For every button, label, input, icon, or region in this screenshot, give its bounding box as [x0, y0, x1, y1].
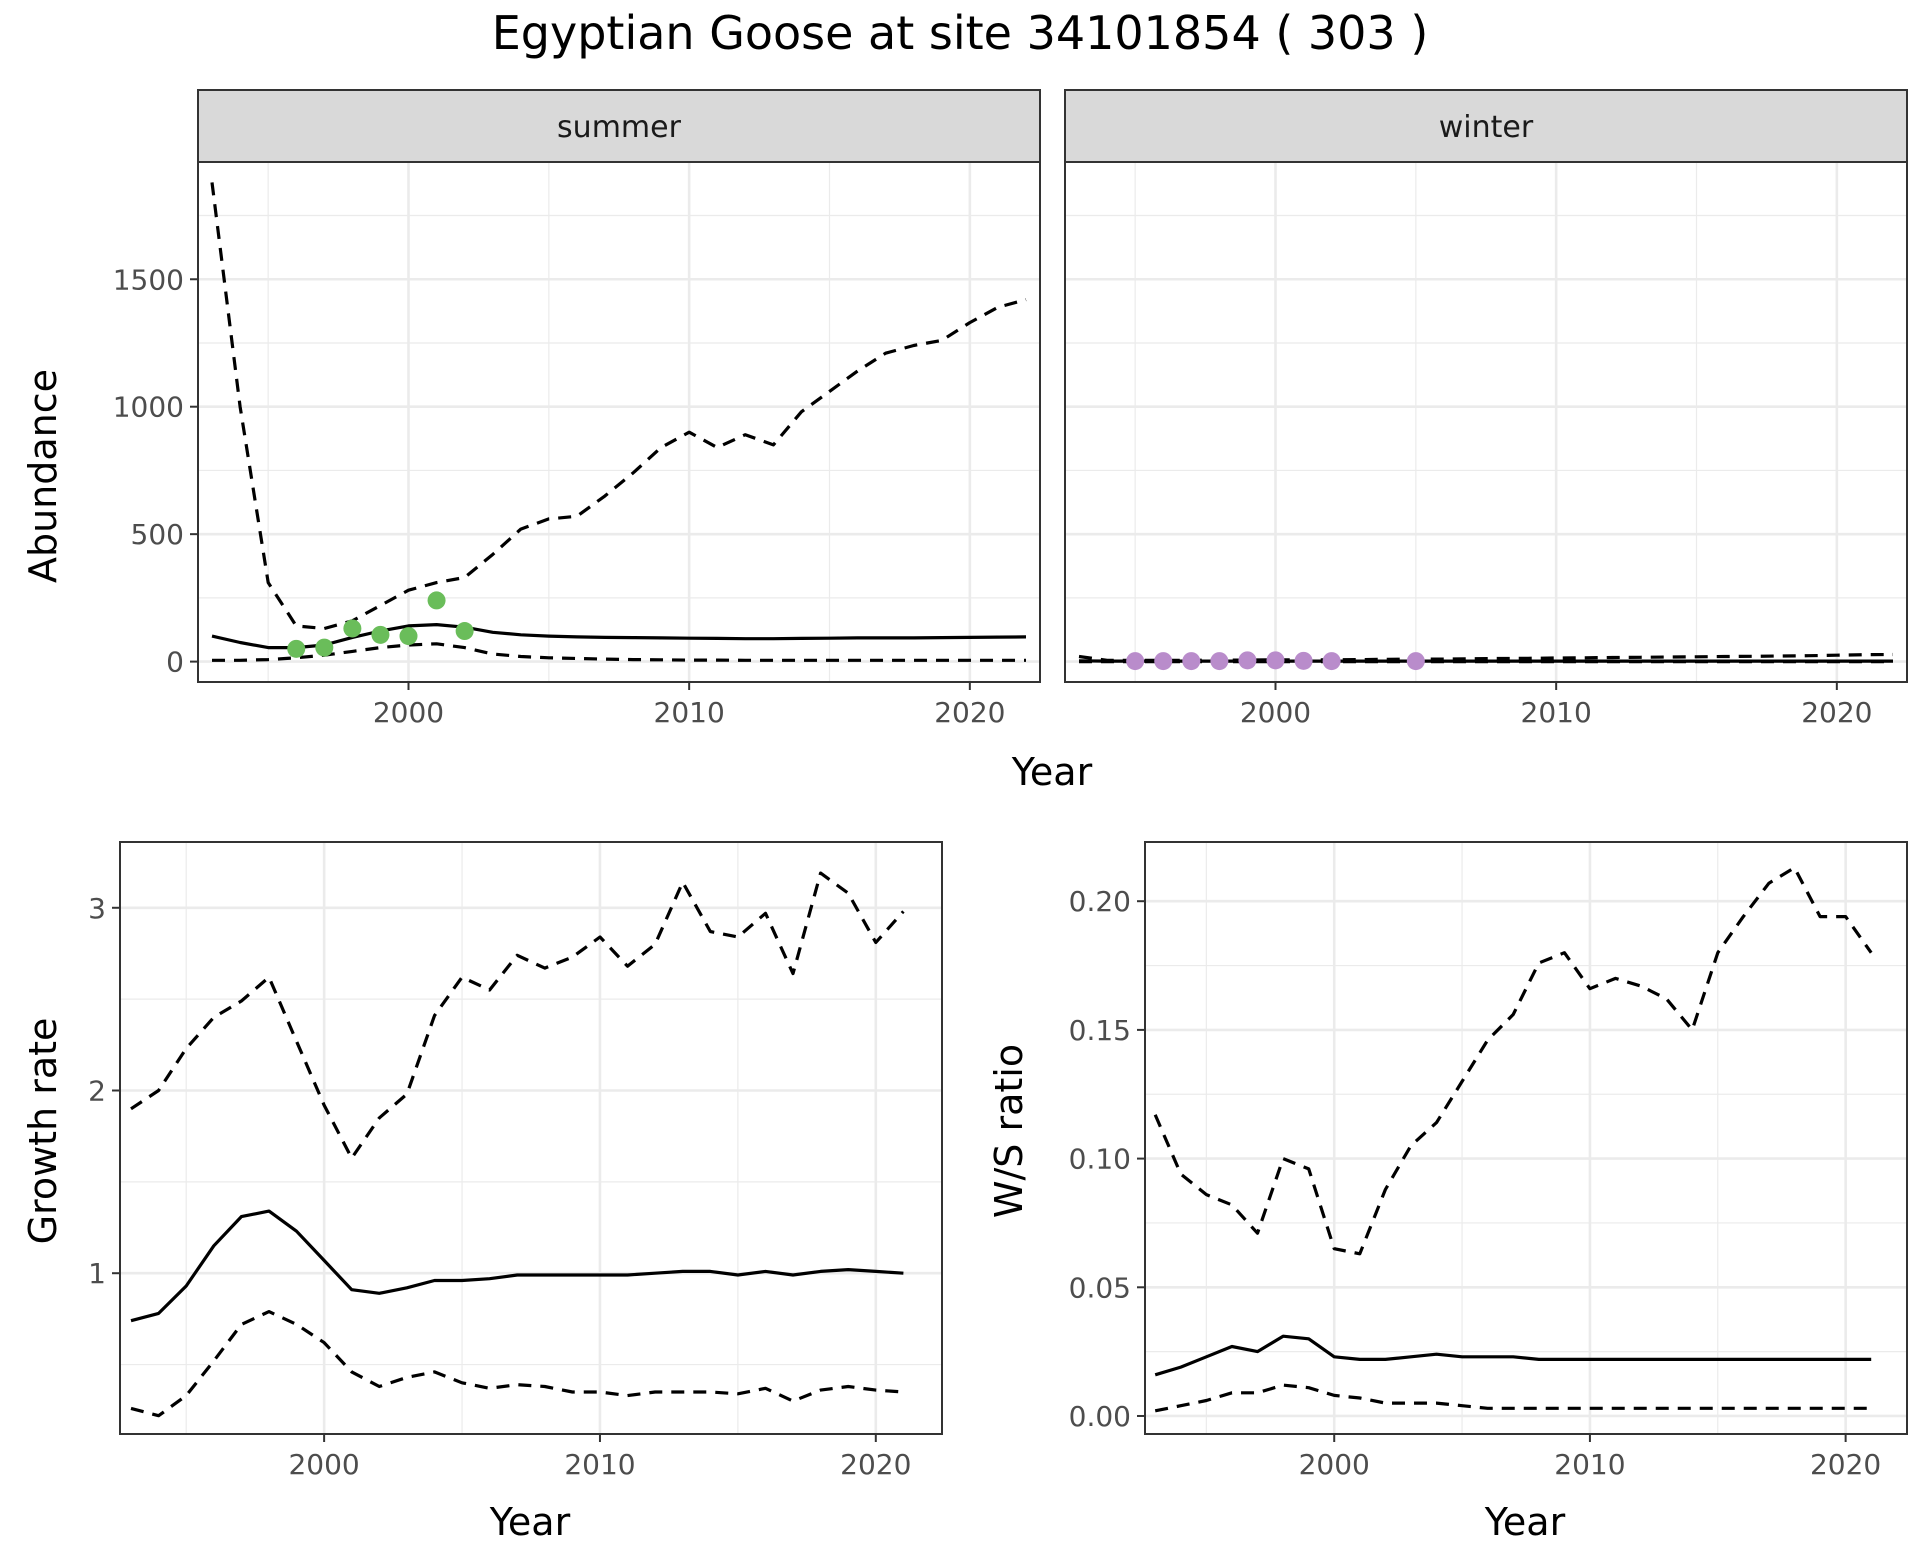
summer-data-point: [315, 638, 334, 657]
winter-x-tick-label: 2020: [1801, 696, 1872, 729]
summer-data-point: [371, 625, 390, 644]
winter-panel: 2000 2010 2020: [1064, 161, 1908, 729]
summer-lower-line: [212, 642, 1026, 662]
winter-data-point: [1322, 652, 1341, 671]
summer-estimate-line: [211, 622, 1027, 650]
ratio-panel-border: [1144, 841, 1908, 1435]
ratio-y-tick-label: 0.10: [1069, 1143, 1131, 1176]
summer-data-point: [455, 622, 474, 641]
growth-x-axis-title: Year: [489, 1500, 571, 1544]
winter-data-point: [1210, 652, 1229, 671]
growth-estimate-line: [130, 1209, 904, 1323]
winter-data-point: [1266, 651, 1285, 670]
summer-plot-background: [198, 162, 1040, 682]
growth-plot-background: [120, 842, 942, 1434]
growth-y-axis-title: Growth rate: [21, 1018, 65, 1245]
growth-upper-line: [130, 871, 905, 1160]
ratio-x-tick-label: 2020: [1810, 1448, 1881, 1481]
summer-data-point: [287, 639, 306, 658]
winter-plot-background: [1065, 162, 1907, 682]
winter-strip: [1064, 89, 1908, 163]
ratio-lower-line: [1154, 1383, 1872, 1413]
top-y-axis-title: Abundance: [21, 369, 65, 583]
summer-y-tick-label: 500: [131, 518, 184, 551]
ratio-x-tick-label: 2000: [1299, 1448, 1370, 1481]
winter-data-point: [1182, 652, 1201, 671]
growth-y-tick-label: 2: [88, 1074, 106, 1107]
ratio-y-tick-label: 0.15: [1069, 1014, 1131, 1047]
growth-y-tick-label: 3: [88, 892, 106, 925]
summer-x-tick-label: 2010: [654, 696, 725, 729]
growth-rate-panel: 2000 2010 2020 1 2 3: [88, 841, 943, 1481]
summer-strip: [197, 89, 1041, 163]
winter-x-tick-label: 2010: [1521, 696, 1592, 729]
summer-y-tick-label: 0: [166, 646, 184, 679]
summer-y-tick-label: 1000: [113, 391, 184, 424]
ratio-x-axis-title: Year: [1484, 1500, 1566, 1544]
growth-x-tick-label: 2000: [288, 1448, 359, 1481]
winter-strip-label: winter: [1439, 110, 1534, 145]
ratio-upper-line: [1153, 866, 1873, 1256]
ws-ratio-panel: 2000 2010 2020 0.00 0.05 0.10 0.15 0.20: [1069, 841, 1908, 1481]
ratio-y-tick-label: 0.05: [1069, 1271, 1131, 1304]
summer-panel: 2000 2010 2020 0 500 1000 1500: [113, 161, 1041, 729]
winter-data-point: [1154, 652, 1173, 671]
top-x-axis-title: Year: [1011, 750, 1093, 794]
winter-data-point: [1406, 652, 1425, 671]
ratio-y-axis-title: W/S ratio: [987, 1044, 1031, 1218]
growth-x-tick-label: 2010: [564, 1448, 635, 1481]
growth-y-tick-label: 1: [88, 1257, 106, 1290]
summer-strip-label: summer: [557, 110, 682, 145]
winter-x-tick-label: 2000: [1240, 696, 1311, 729]
ratio-y-tick-label: 0.20: [1069, 885, 1131, 918]
summer-y-tick-label: 1500: [113, 263, 184, 296]
winter-data-point: [1238, 651, 1257, 670]
winter-data-point: [1126, 652, 1145, 671]
ratio-plot-background: [1145, 842, 1907, 1434]
summer-x-tick-label: 2020: [934, 696, 1005, 729]
ratio-estimate-line: [1154, 1334, 1872, 1377]
growth-x-tick-label: 2020: [840, 1448, 911, 1481]
ratio-x-tick-label: 2010: [1554, 1448, 1625, 1481]
ratio-y-tick-label: 0.00: [1069, 1400, 1131, 1433]
chart-title: Egyptian Goose at site 34101854 ( 303 ): [491, 6, 1429, 60]
summer-data-point: [399, 627, 418, 646]
summer-data-point: [427, 591, 446, 610]
summer-data-point: [343, 619, 362, 638]
summer-x-tick-label: 2000: [373, 696, 444, 729]
growth-panel-border: [119, 841, 943, 1435]
winter-data-point: [1294, 651, 1313, 670]
